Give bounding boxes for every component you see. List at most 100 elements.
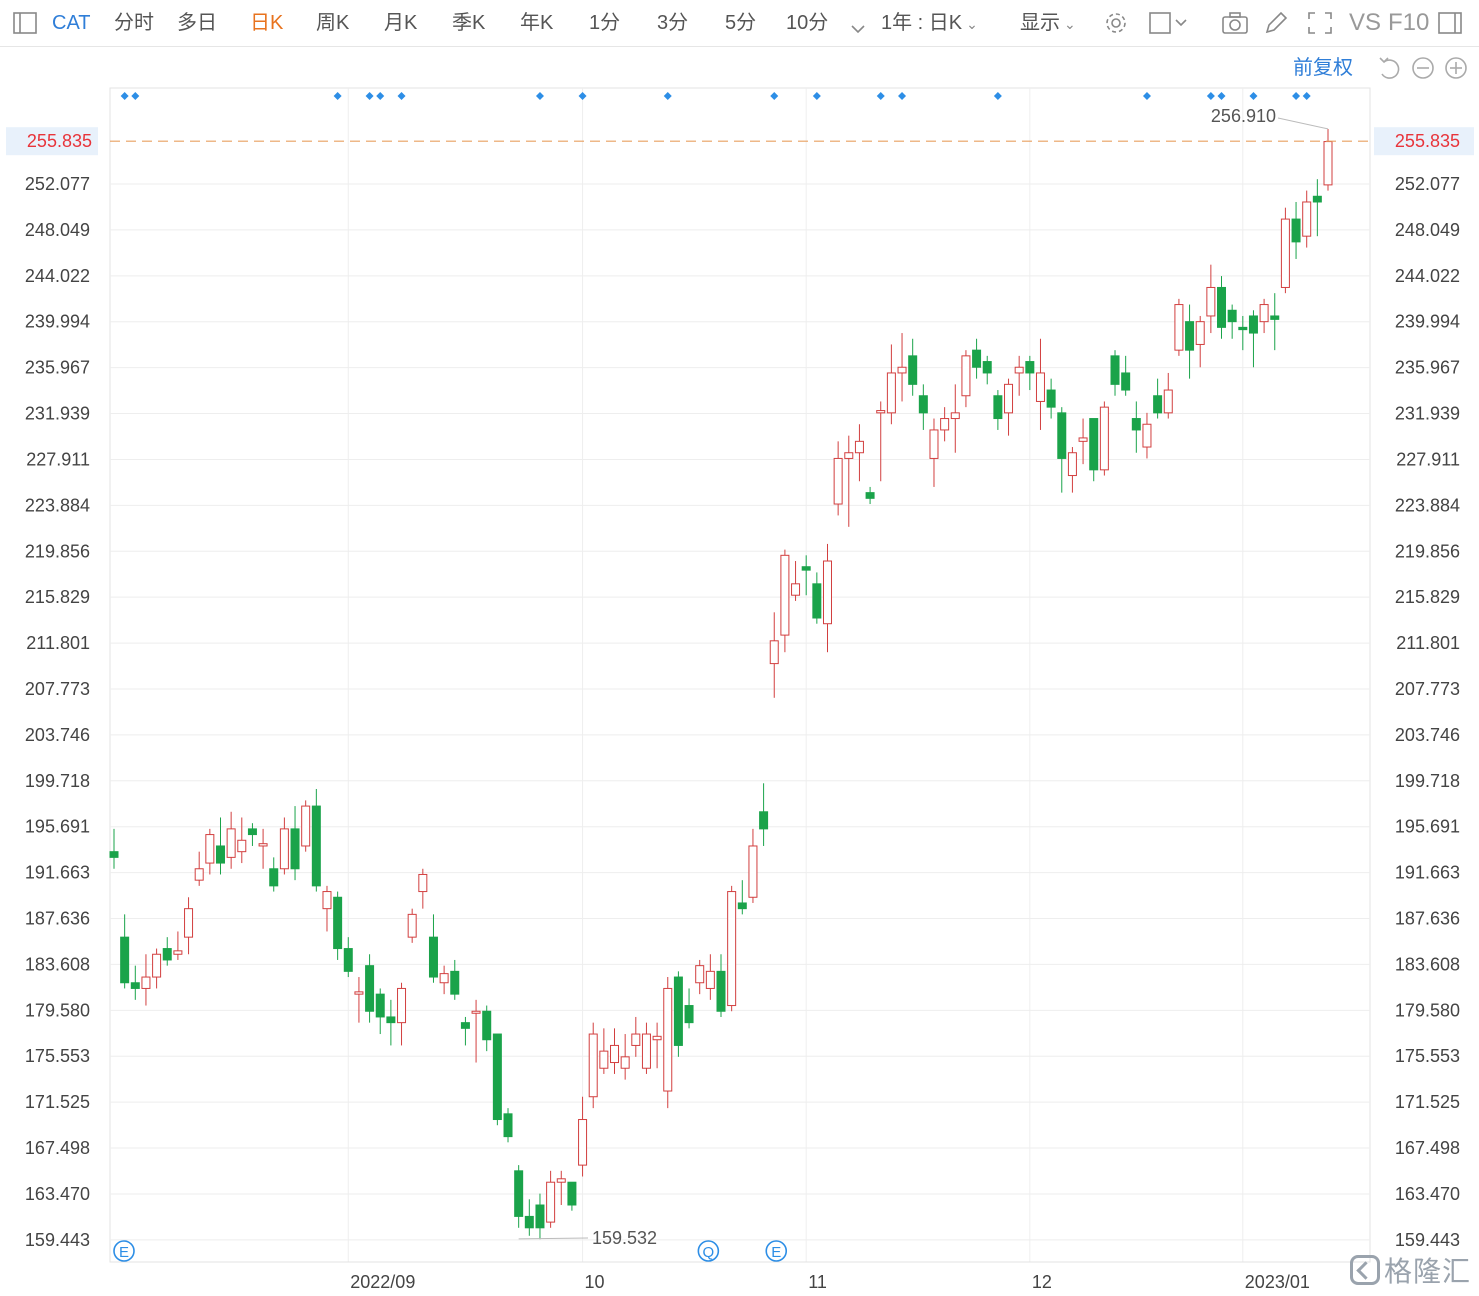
candle — [226, 811, 236, 869]
candle-body — [1153, 395, 1163, 414]
tab-weekly-k[interactable]: 周K — [316, 12, 350, 34]
y-tick-label-right: 239.994 — [1395, 312, 1460, 332]
candle — [940, 407, 950, 442]
gear-icon[interactable] — [1103, 10, 1129, 36]
candle — [397, 982, 407, 1046]
candle — [673, 971, 683, 1057]
candle-body — [1078, 437, 1088, 442]
candle — [620, 1034, 630, 1080]
dividend-marker — [120, 92, 129, 100]
candle — [961, 350, 971, 408]
candle-body — [886, 372, 896, 414]
period-selector[interactable]: 1年 : 日K ⌄ — [881, 0, 978, 46]
candle-body — [546, 1181, 556, 1223]
y-axis-left: 159.443 163.470 167.498 171.525 175.553 179.5… — [25, 174, 90, 1250]
y-tick-label-right: 235.967 — [1395, 358, 1460, 378]
candle-body — [258, 843, 268, 847]
candle — [1121, 355, 1131, 396]
candle-body — [301, 805, 311, 847]
reset-icon[interactable] — [1379, 57, 1400, 79]
dividend-marker — [876, 92, 885, 100]
candle — [801, 555, 811, 596]
event-badge-letter: Q — [703, 1244, 715, 1261]
candle — [833, 441, 843, 516]
event-badge: E — [113, 1240, 135, 1262]
vs-button[interactable]: VS — [1349, 9, 1382, 36]
candle — [1046, 378, 1056, 419]
candle — [535, 1193, 545, 1240]
annotations: 255.835 255.835 256.910 159.532 — [6, 106, 1474, 1248]
candle — [1035, 338, 1045, 430]
candle-body — [1280, 218, 1290, 288]
candle — [1259, 298, 1269, 334]
tab-multi-day[interactable]: 多日 — [177, 12, 217, 34]
candle-body — [929, 429, 939, 459]
dividend-marker — [578, 92, 587, 100]
candle-body — [354, 991, 364, 995]
candle-body — [439, 973, 449, 984]
fullscreen-icon[interactable] — [1306, 10, 1334, 36]
candle — [1057, 407, 1067, 493]
dividend-marker — [535, 92, 544, 100]
candle-body — [1014, 366, 1024, 374]
candle-body — [1057, 412, 1067, 459]
candle-body — [152, 953, 162, 978]
candle-body — [247, 828, 257, 836]
pencil-icon[interactable] — [1263, 10, 1289, 36]
tab-intraday[interactable]: 分时 — [114, 12, 154, 34]
f10-button[interactable]: F10 — [1388, 9, 1430, 36]
candle-body — [641, 1033, 651, 1069]
candle — [184, 897, 194, 955]
candle-body — [1025, 361, 1035, 374]
panel-toggle-icon[interactable] — [1437, 10, 1463, 36]
candle — [780, 549, 790, 653]
tab-10min[interactable]: 10分 — [786, 12, 829, 34]
watermark-icon — [1349, 1255, 1380, 1285]
last-price-label-left: 255.835 — [27, 131, 92, 151]
candlestick-chart[interactable]: 255.835 255.835 256.910 159.532 159.443 163.… — [0, 46, 1479, 1296]
zoom-out-icon[interactable] — [1412, 57, 1434, 79]
tab-daily-k[interactable]: 日K — [250, 12, 284, 34]
y-tick-label-left: 167.498 — [25, 1138, 90, 1158]
tab-1min[interactable]: 1分 — [589, 12, 621, 34]
zoom-in-icon[interactable] — [1445, 57, 1467, 79]
candle-body — [844, 452, 854, 459]
tab-monthly-k[interactable]: 月K — [384, 12, 418, 34]
candle-body — [535, 1204, 545, 1229]
candle — [578, 1096, 588, 1177]
last-price-tag-left — [6, 127, 98, 156]
y-tick-label-right: 191.663 — [1395, 863, 1460, 883]
candle — [269, 857, 279, 892]
candle — [439, 965, 449, 995]
last-price-label-right: 255.835 — [1395, 131, 1460, 151]
plot-area-border — [109, 87, 1371, 1263]
candle-body — [865, 492, 875, 499]
candle — [1302, 190, 1312, 248]
camera-icon[interactable] — [1221, 10, 1249, 36]
tab-5min[interactable]: 5分 — [725, 12, 757, 34]
y-tick-label-left: 211.801 — [26, 633, 90, 653]
candle — [258, 828, 268, 869]
x-axis: 2022/09 10 11 12 2023/01 — [110, 1261, 1370, 1292]
sidebar-toggle-icon[interactable] — [12, 10, 38, 36]
display-menu[interactable]: 显示 ⌄ — [1020, 0, 1076, 46]
candle-body — [1163, 389, 1173, 414]
event-badge: E — [765, 1240, 788, 1262]
tab-yearly-k[interactable]: 年K — [520, 12, 554, 34]
candle-body — [759, 811, 769, 830]
adjust-mode-label[interactable]: 前复权 — [1293, 56, 1353, 79]
tab-3min[interactable]: 3分 — [657, 12, 689, 34]
candle — [822, 543, 832, 653]
candle — [1323, 129, 1333, 191]
dividend-marker — [333, 92, 342, 100]
candle-body — [652, 1035, 662, 1041]
y-tick-label-left: 159.443 — [25, 1230, 90, 1250]
tab-quarterly-k[interactable]: 季K — [452, 12, 486, 34]
candle-body — [993, 395, 1003, 420]
candle-body — [333, 896, 343, 950]
overlay-square-icon[interactable] — [1148, 10, 1192, 36]
symbol-label[interactable]: CAT — [52, 12, 91, 34]
candle-body — [1195, 321, 1205, 345]
chevron-down-icon[interactable] — [850, 16, 866, 42]
